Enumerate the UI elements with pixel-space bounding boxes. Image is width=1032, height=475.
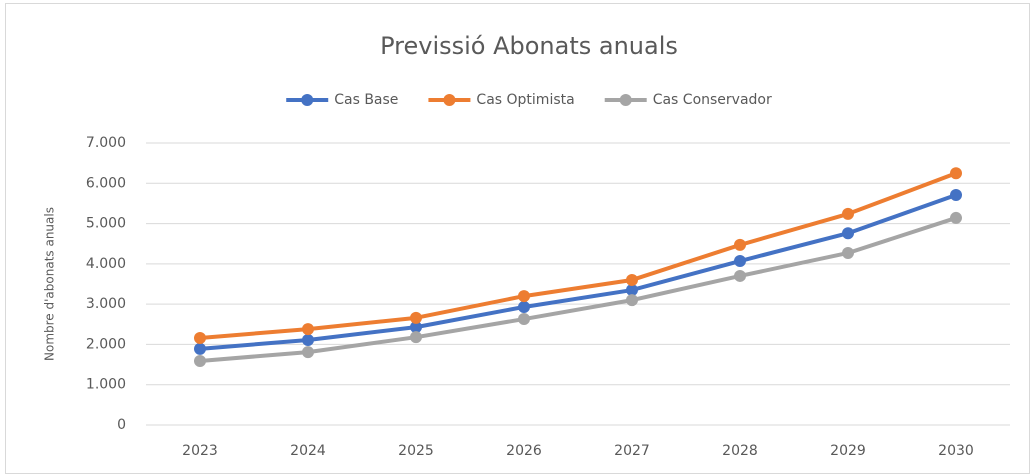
x-tick-label: 2025 <box>398 443 434 459</box>
y-tick-label: 6.000 <box>86 175 126 191</box>
legend-label: Cas Conservador <box>653 92 772 108</box>
data-point <box>734 255 746 268</box>
y-tick-label: 7.000 <box>86 135 126 151</box>
x-tick-label: 2024 <box>290 443 326 459</box>
data-point <box>518 300 530 313</box>
data-point <box>518 290 530 303</box>
data-point <box>842 207 854 220</box>
legend-label: Cas Base <box>334 92 398 108</box>
data-point <box>194 342 206 355</box>
x-tick-label: 2028 <box>722 443 758 459</box>
x-tick-label: 2027 <box>614 443 650 459</box>
data-point <box>950 188 962 201</box>
data-point <box>518 313 530 326</box>
data-point <box>734 269 746 282</box>
data-point <box>410 331 422 344</box>
series-line <box>199 171 957 340</box>
data-point <box>950 167 962 180</box>
data-point <box>734 238 746 251</box>
legend-marker <box>619 94 632 106</box>
y-tick-label: 0 <box>117 417 126 433</box>
y-tick-label: 2.000 <box>86 336 126 352</box>
x-tick-label: 2026 <box>506 443 542 459</box>
data-point <box>410 311 422 324</box>
chart-border <box>5 3 1030 474</box>
y-tick-label: 1.000 <box>86 377 126 393</box>
y-tick-label: 3.000 <box>86 296 126 312</box>
x-tick-label: 2029 <box>830 443 866 459</box>
data-point <box>302 333 314 346</box>
legend-marker <box>301 94 314 106</box>
x-tick-label: 2023 <box>182 443 218 459</box>
data-point <box>626 284 638 297</box>
chart-title: Previssió Abonats anuals <box>380 32 678 60</box>
y-tick-label: 5.000 <box>86 216 126 232</box>
data-point <box>626 294 638 307</box>
series-line <box>199 216 957 363</box>
data-point <box>626 273 638 286</box>
legend-marker <box>443 94 456 106</box>
data-point <box>842 246 854 259</box>
data-point <box>194 331 206 344</box>
legend-label: Cas Optimista <box>476 92 574 108</box>
y-axis-label: Nombre d'abonats anuals <box>43 207 57 361</box>
data-point <box>302 346 314 359</box>
y-tick-label: 4.000 <box>86 256 126 272</box>
data-point <box>302 323 314 336</box>
x-tick-label: 2030 <box>938 443 974 459</box>
data-point <box>842 227 854 240</box>
data-point <box>950 211 962 224</box>
data-point <box>194 354 206 367</box>
data-point <box>410 321 422 334</box>
series-line <box>199 193 957 351</box>
